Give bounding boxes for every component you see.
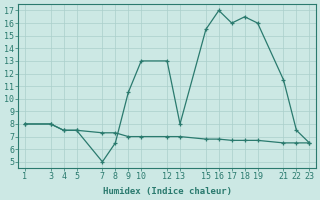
X-axis label: Humidex (Indice chaleur): Humidex (Indice chaleur) (103, 187, 232, 196)
